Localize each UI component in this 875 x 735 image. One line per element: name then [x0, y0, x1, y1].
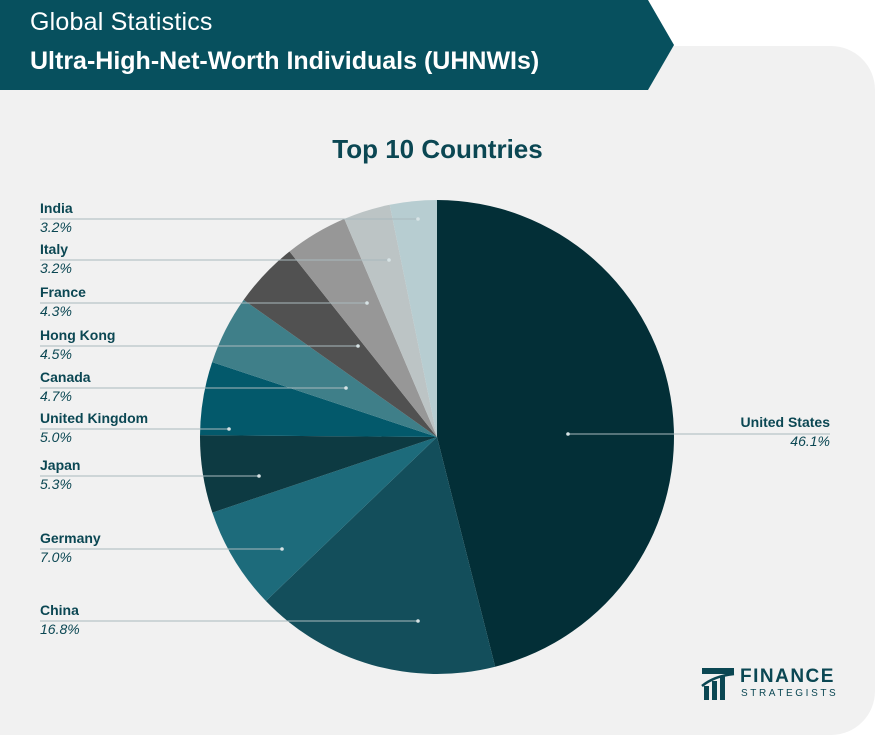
pie-slice-united-kingdom [200, 362, 437, 437]
slice-label-united-states: United States [741, 414, 831, 430]
leader-dot-hong-kong [356, 344, 360, 348]
finance-strategists-logo-icon [701, 668, 735, 700]
leader-dot-china [416, 619, 420, 623]
slice-value-united-states: 46.1% [790, 433, 830, 449]
leader-dot-canada [344, 386, 348, 390]
slice-label-hong-kong: Hong Kong [40, 327, 115, 343]
slice-value-china: 16.8% [40, 621, 80, 637]
slice-label-india: India [40, 200, 73, 216]
leader-dot-italy [387, 258, 391, 262]
slice-value-germany: 7.0% [40, 549, 72, 565]
slice-label-united-kingdom: United Kingdom [40, 410, 148, 426]
slice-value-italy: 3.2% [40, 260, 72, 276]
slice-value-france: 4.3% [40, 303, 72, 319]
slice-value-canada: 4.7% [40, 388, 72, 404]
slice-label-china: China [40, 602, 79, 618]
leader-dot-united-kingdom [227, 427, 231, 431]
leader-dot-japan [257, 474, 261, 478]
slice-label-japan: Japan [40, 457, 80, 473]
header-title: Global Statistics [30, 8, 213, 36]
pie-slice-italy [344, 204, 437, 437]
slice-label-germany: Germany [40, 530, 101, 546]
chart-title: Top 10 Countries [332, 134, 543, 164]
logo-text-strategists: STRATEGISTS [741, 688, 839, 699]
logo-text-finance: FINANCE [740, 666, 835, 687]
pie-slice-france [289, 218, 437, 437]
pie-slice-japan [200, 435, 437, 513]
slice-label-france: France [40, 284, 86, 300]
pie-slice-china [265, 437, 496, 674]
pie-slice-germany [212, 437, 437, 601]
slice-value-india: 3.2% [40, 219, 72, 235]
slice-label-italy: Italy [40, 241, 68, 257]
slice-label-canada: Canada [40, 369, 91, 385]
header-banner [0, 0, 674, 90]
leader-dot-france [365, 301, 369, 305]
slice-value-hong-kong: 4.5% [40, 346, 72, 362]
header-subtitle: Ultra-High-Net-Worth Individuals (UHNWIs… [30, 47, 540, 75]
pie-slice-united-states [437, 200, 674, 667]
slice-value-japan: 5.3% [40, 476, 72, 492]
pie-slice-canada [212, 299, 437, 437]
pie-slice-hong-kong [243, 251, 437, 437]
leader-dot-united-states [566, 432, 570, 436]
leader-dot-germany [280, 547, 284, 551]
leader-dot-india [416, 217, 420, 221]
pie-slice-india [389, 200, 437, 437]
slice-value-united-kingdom: 5.0% [40, 429, 72, 445]
